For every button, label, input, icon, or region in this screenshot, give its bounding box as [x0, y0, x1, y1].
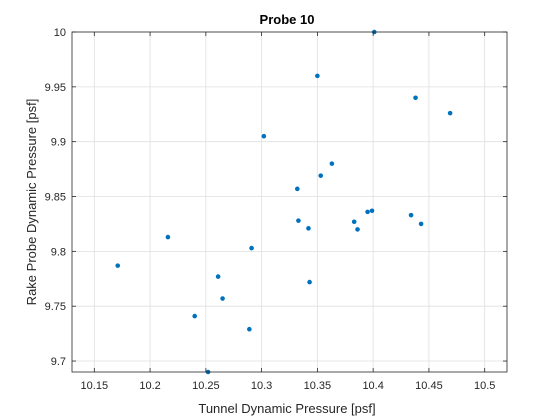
- chart-title: Probe 10: [260, 12, 315, 27]
- data-points: [115, 29, 453, 375]
- x-tick-label: 10.3: [251, 380, 272, 392]
- data-point: [307, 279, 312, 285]
- y-tick-label: 9.8: [51, 246, 66, 258]
- data-point: [220, 296, 225, 301]
- data-point: [418, 221, 424, 227]
- data-point: [192, 313, 197, 319]
- x-tick-label: 10.2: [139, 380, 160, 392]
- y-tick-label: 9.95: [45, 82, 66, 94]
- y-tick-label: 9.9: [51, 137, 66, 149]
- data-point: [296, 218, 301, 223]
- data-point: [261, 133, 267, 139]
- data-point: [249, 245, 254, 251]
- x-tick-label: 10.4: [362, 380, 383, 392]
- x-tick-label: 10.35: [304, 380, 332, 392]
- y-tick-label: 9.7: [51, 356, 66, 368]
- x-tick-label: 10.25: [192, 380, 220, 392]
- data-point: [318, 173, 324, 178]
- grid-lines: [72, 31, 507, 372]
- data-point: [355, 227, 360, 232]
- y-tick-label: 9.75: [45, 301, 66, 313]
- x-tick-label: 10.5: [474, 380, 495, 392]
- x-tick-labels: 10.15 10.2 10.25 10.3 10.35 10.4 10.45 10.5: [81, 380, 496, 392]
- data-point: [215, 274, 221, 279]
- x-axis-label: Tunnel Dynamic Pressure [psf]: [198, 401, 375, 416]
- y-tick-label: 10: [54, 27, 66, 39]
- axes-box: [71, 31, 508, 373]
- data-point: [247, 326, 252, 332]
- data-point: [295, 186, 300, 192]
- x-tick-label: 10.15: [81, 380, 109, 392]
- y-tick-label: 9.85: [45, 192, 66, 204]
- data-point: [315, 73, 320, 79]
- data-point: [165, 234, 171, 240]
- data-point: [408, 212, 414, 218]
- x-tick-label: 10.45: [415, 380, 443, 392]
- data-point: [306, 226, 311, 231]
- data-point: [329, 161, 335, 166]
- data-point: [413, 95, 418, 101]
- tick-marks: [72, 31, 507, 372]
- data-point: [115, 263, 121, 268]
- data-point: [447, 110, 453, 116]
- data-point: [365, 209, 370, 215]
- y-axis-label: Rake Probe Dynamic Pressure [psf]: [24, 99, 39, 306]
- data-point: [369, 208, 375, 214]
- y-tick-labels: 9.7 9.75 9.8 9.85 9.9 9.95 10: [45, 27, 66, 368]
- data-point: [351, 219, 357, 225]
